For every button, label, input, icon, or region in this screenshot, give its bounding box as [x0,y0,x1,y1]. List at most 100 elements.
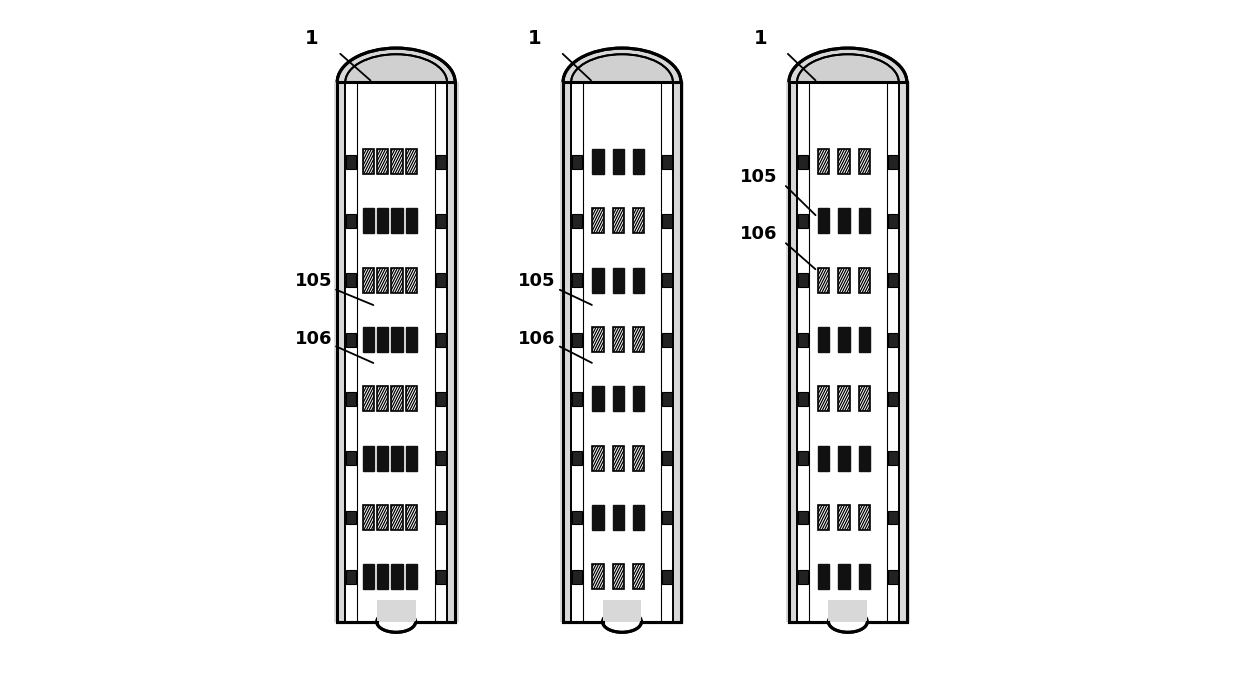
Bar [858,267,869,292]
Bar [392,445,403,471]
Bar [346,333,356,347]
Bar [392,209,403,234]
Text: 105: 105 [295,272,332,290]
Bar [858,565,869,589]
Bar [593,327,604,352]
Bar [838,209,849,234]
Bar [405,387,417,412]
Bar [392,267,403,292]
Bar [593,267,604,292]
Text: 1: 1 [305,29,319,48]
Bar [345,83,357,621]
Bar [392,565,403,589]
Bar [362,149,374,174]
Bar [377,149,388,174]
Bar [573,510,582,525]
Bar [593,445,604,471]
Bar [818,327,830,352]
Bar [613,445,624,471]
Bar [810,83,887,621]
Bar [377,209,388,234]
Bar [573,452,582,465]
Text: 106: 106 [740,225,777,243]
Bar [888,510,898,525]
Bar [357,83,435,621]
Bar [362,565,374,589]
Bar [632,209,644,234]
Bar [632,387,644,412]
Bar [573,214,582,228]
Bar [377,505,388,530]
Bar [392,387,403,412]
Bar [613,565,624,589]
Bar [799,214,808,228]
Bar [799,570,808,584]
Bar [573,333,582,347]
Bar [346,214,356,228]
Bar [405,209,417,234]
Bar [818,505,830,530]
Bar [435,83,448,621]
Bar [888,333,898,347]
Bar [563,83,681,621]
Bar [337,83,455,621]
Bar [858,327,869,352]
Bar [593,387,604,412]
Bar [838,327,849,352]
Bar [362,387,374,412]
Bar [346,274,356,287]
Text: 106: 106 [517,330,556,347]
Bar [818,149,830,174]
Bar [632,505,644,530]
Bar [632,565,644,589]
Bar [377,387,388,412]
Bar [436,274,446,287]
Bar [613,149,624,174]
Bar [662,570,672,584]
Bar [405,565,417,589]
Bar [593,149,604,174]
Bar [662,510,672,525]
Bar [799,452,808,465]
Bar [613,327,624,352]
Bar [818,267,830,292]
Bar [346,452,356,465]
Bar [828,600,867,621]
Bar [392,327,403,352]
Bar [405,149,417,174]
Bar [662,452,672,465]
Bar [573,274,582,287]
Ellipse shape [572,54,673,110]
Bar [888,214,898,228]
Bar [818,209,830,234]
Bar [799,333,808,347]
Bar [346,392,356,406]
Bar [345,83,448,621]
Bar [436,392,446,406]
Bar [838,149,849,174]
Bar [632,267,644,292]
Text: 1: 1 [528,29,542,48]
Bar [346,570,356,584]
Bar [613,267,624,292]
Bar [632,149,644,174]
Bar [838,505,849,530]
Bar [888,155,898,169]
Bar [337,83,455,621]
Bar [603,600,641,621]
Ellipse shape [797,54,899,110]
Bar [613,209,624,234]
Bar [799,274,808,287]
Bar [613,505,624,530]
Bar [362,267,374,292]
Bar [593,209,604,234]
Bar [662,155,672,169]
Bar [362,505,374,530]
Bar [436,333,446,347]
Bar [887,83,899,621]
Bar [858,149,869,174]
Bar [838,565,849,589]
Bar [559,83,684,621]
Bar [818,445,830,471]
Bar [662,274,672,287]
